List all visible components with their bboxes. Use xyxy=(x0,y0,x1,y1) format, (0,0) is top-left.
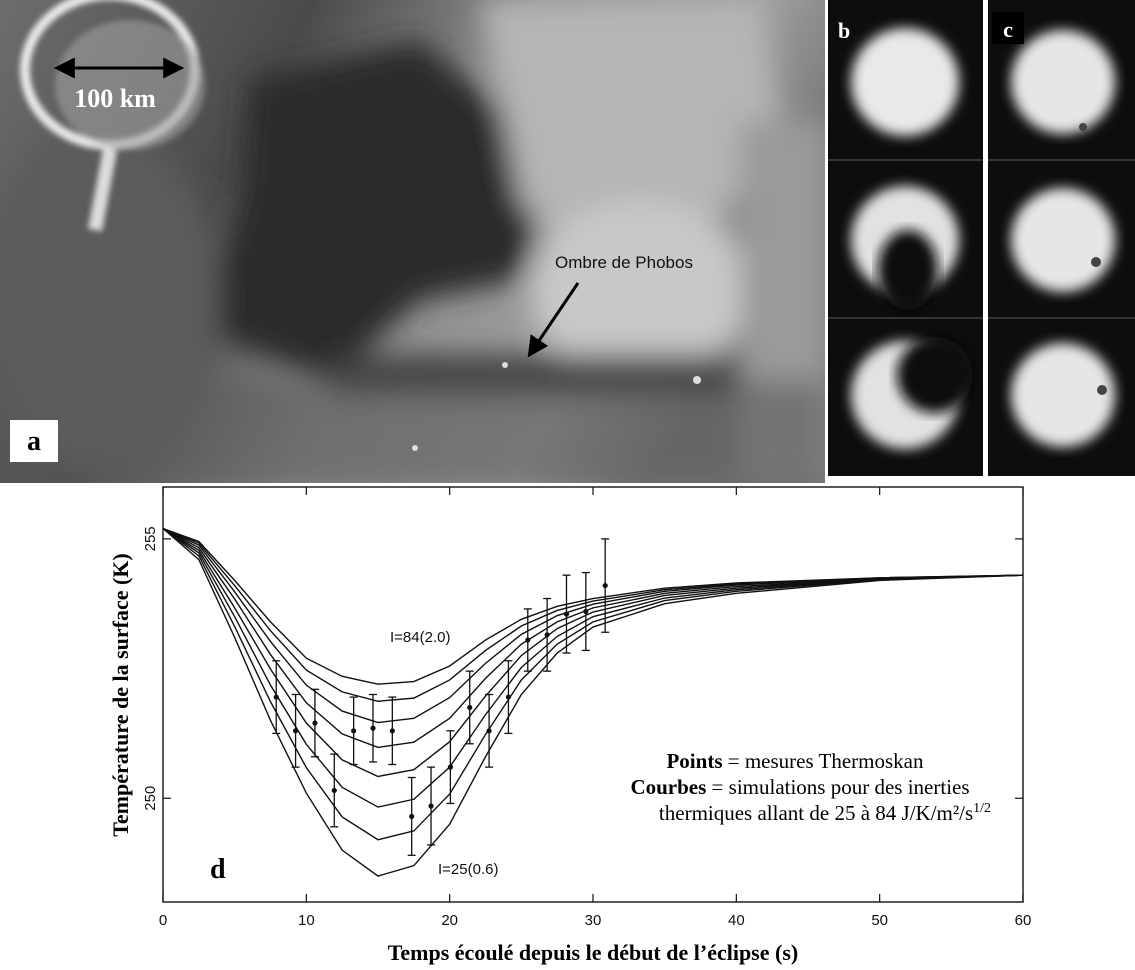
measurement-point xyxy=(351,728,357,734)
legend-text: thermiques allant de 25 à 84 J/K/m²/s xyxy=(659,801,973,825)
simulation-curve xyxy=(162,527,1024,724)
legend-line: Points = mesures Thermoskan xyxy=(666,749,924,773)
simulation-curve xyxy=(162,527,1024,841)
photo-c xyxy=(988,0,1135,476)
simulation-curve xyxy=(162,527,1024,778)
measurement-point xyxy=(331,787,337,794)
letter-box xyxy=(992,12,1024,44)
y-tick-label: 250 xyxy=(142,786,159,811)
measurement-point xyxy=(505,694,512,700)
legend-superscript: 1/2 xyxy=(973,801,991,816)
measurement-point xyxy=(525,637,531,643)
measurement-point xyxy=(602,582,608,589)
measurement-point xyxy=(273,694,279,700)
letter-box xyxy=(10,420,58,462)
panel-letter: c xyxy=(1003,17,1013,42)
legend-text: = mesures Thermoskan xyxy=(723,749,924,773)
x-tick-label: 0 xyxy=(159,912,167,929)
legend-line: thermiques allant de 25 à 84 J/K/m²/s1/2 xyxy=(659,801,991,825)
simulation-curve xyxy=(162,527,1024,877)
scale-label: 100 km xyxy=(74,84,156,113)
measurement-point xyxy=(486,728,492,734)
measurement-point xyxy=(583,608,589,615)
curve-label: I=84(2.0) xyxy=(390,629,450,646)
x-tick-label: 10 xyxy=(298,912,315,929)
panel-letter: b xyxy=(838,18,850,43)
simulation-curve xyxy=(162,527,1024,749)
panel-letter: d xyxy=(210,854,226,885)
measurement-point xyxy=(370,725,376,731)
measurement-point xyxy=(563,611,570,617)
chart: d Température de la surface (K) Temps éc… xyxy=(108,486,1032,965)
curve-label: I=25(0.6) xyxy=(438,861,498,878)
shadow-arrow xyxy=(527,282,580,358)
measurement-point xyxy=(467,704,473,711)
measurement-point xyxy=(292,728,299,734)
measurement-point xyxy=(389,728,395,734)
x-axis-title: Temps écoulé depuis le début de l’éclips… xyxy=(388,940,798,965)
measurement-point xyxy=(544,632,550,638)
x-tick-label: 60 xyxy=(1015,912,1032,929)
measurement-point xyxy=(428,803,434,809)
measurement-point xyxy=(409,813,415,820)
photo-b xyxy=(828,0,983,476)
legend-key: Points xyxy=(666,749,722,773)
legend-key: Courbes xyxy=(630,775,706,799)
measurement-point xyxy=(312,720,318,726)
y-axis-title: Température de la surface (K) xyxy=(108,553,133,837)
x-tick-label: 20 xyxy=(441,912,458,929)
panel-letter: a xyxy=(27,426,41,457)
photo-a xyxy=(0,0,825,483)
simulation-curve xyxy=(162,527,1024,702)
x-tick-label: 30 xyxy=(585,912,602,929)
y-tick-label: 255 xyxy=(142,526,159,551)
x-tick-label: 50 xyxy=(871,912,888,929)
legend-text: = simulations pour des inerties xyxy=(706,775,969,799)
simulation-curve xyxy=(162,527,1024,685)
shadow-label: Ombre de Phobos xyxy=(555,253,693,272)
legend-line: Courbes = simulations pour des inerties xyxy=(630,775,969,799)
x-tick-label: 40 xyxy=(728,912,745,929)
measurement-point xyxy=(447,764,453,770)
